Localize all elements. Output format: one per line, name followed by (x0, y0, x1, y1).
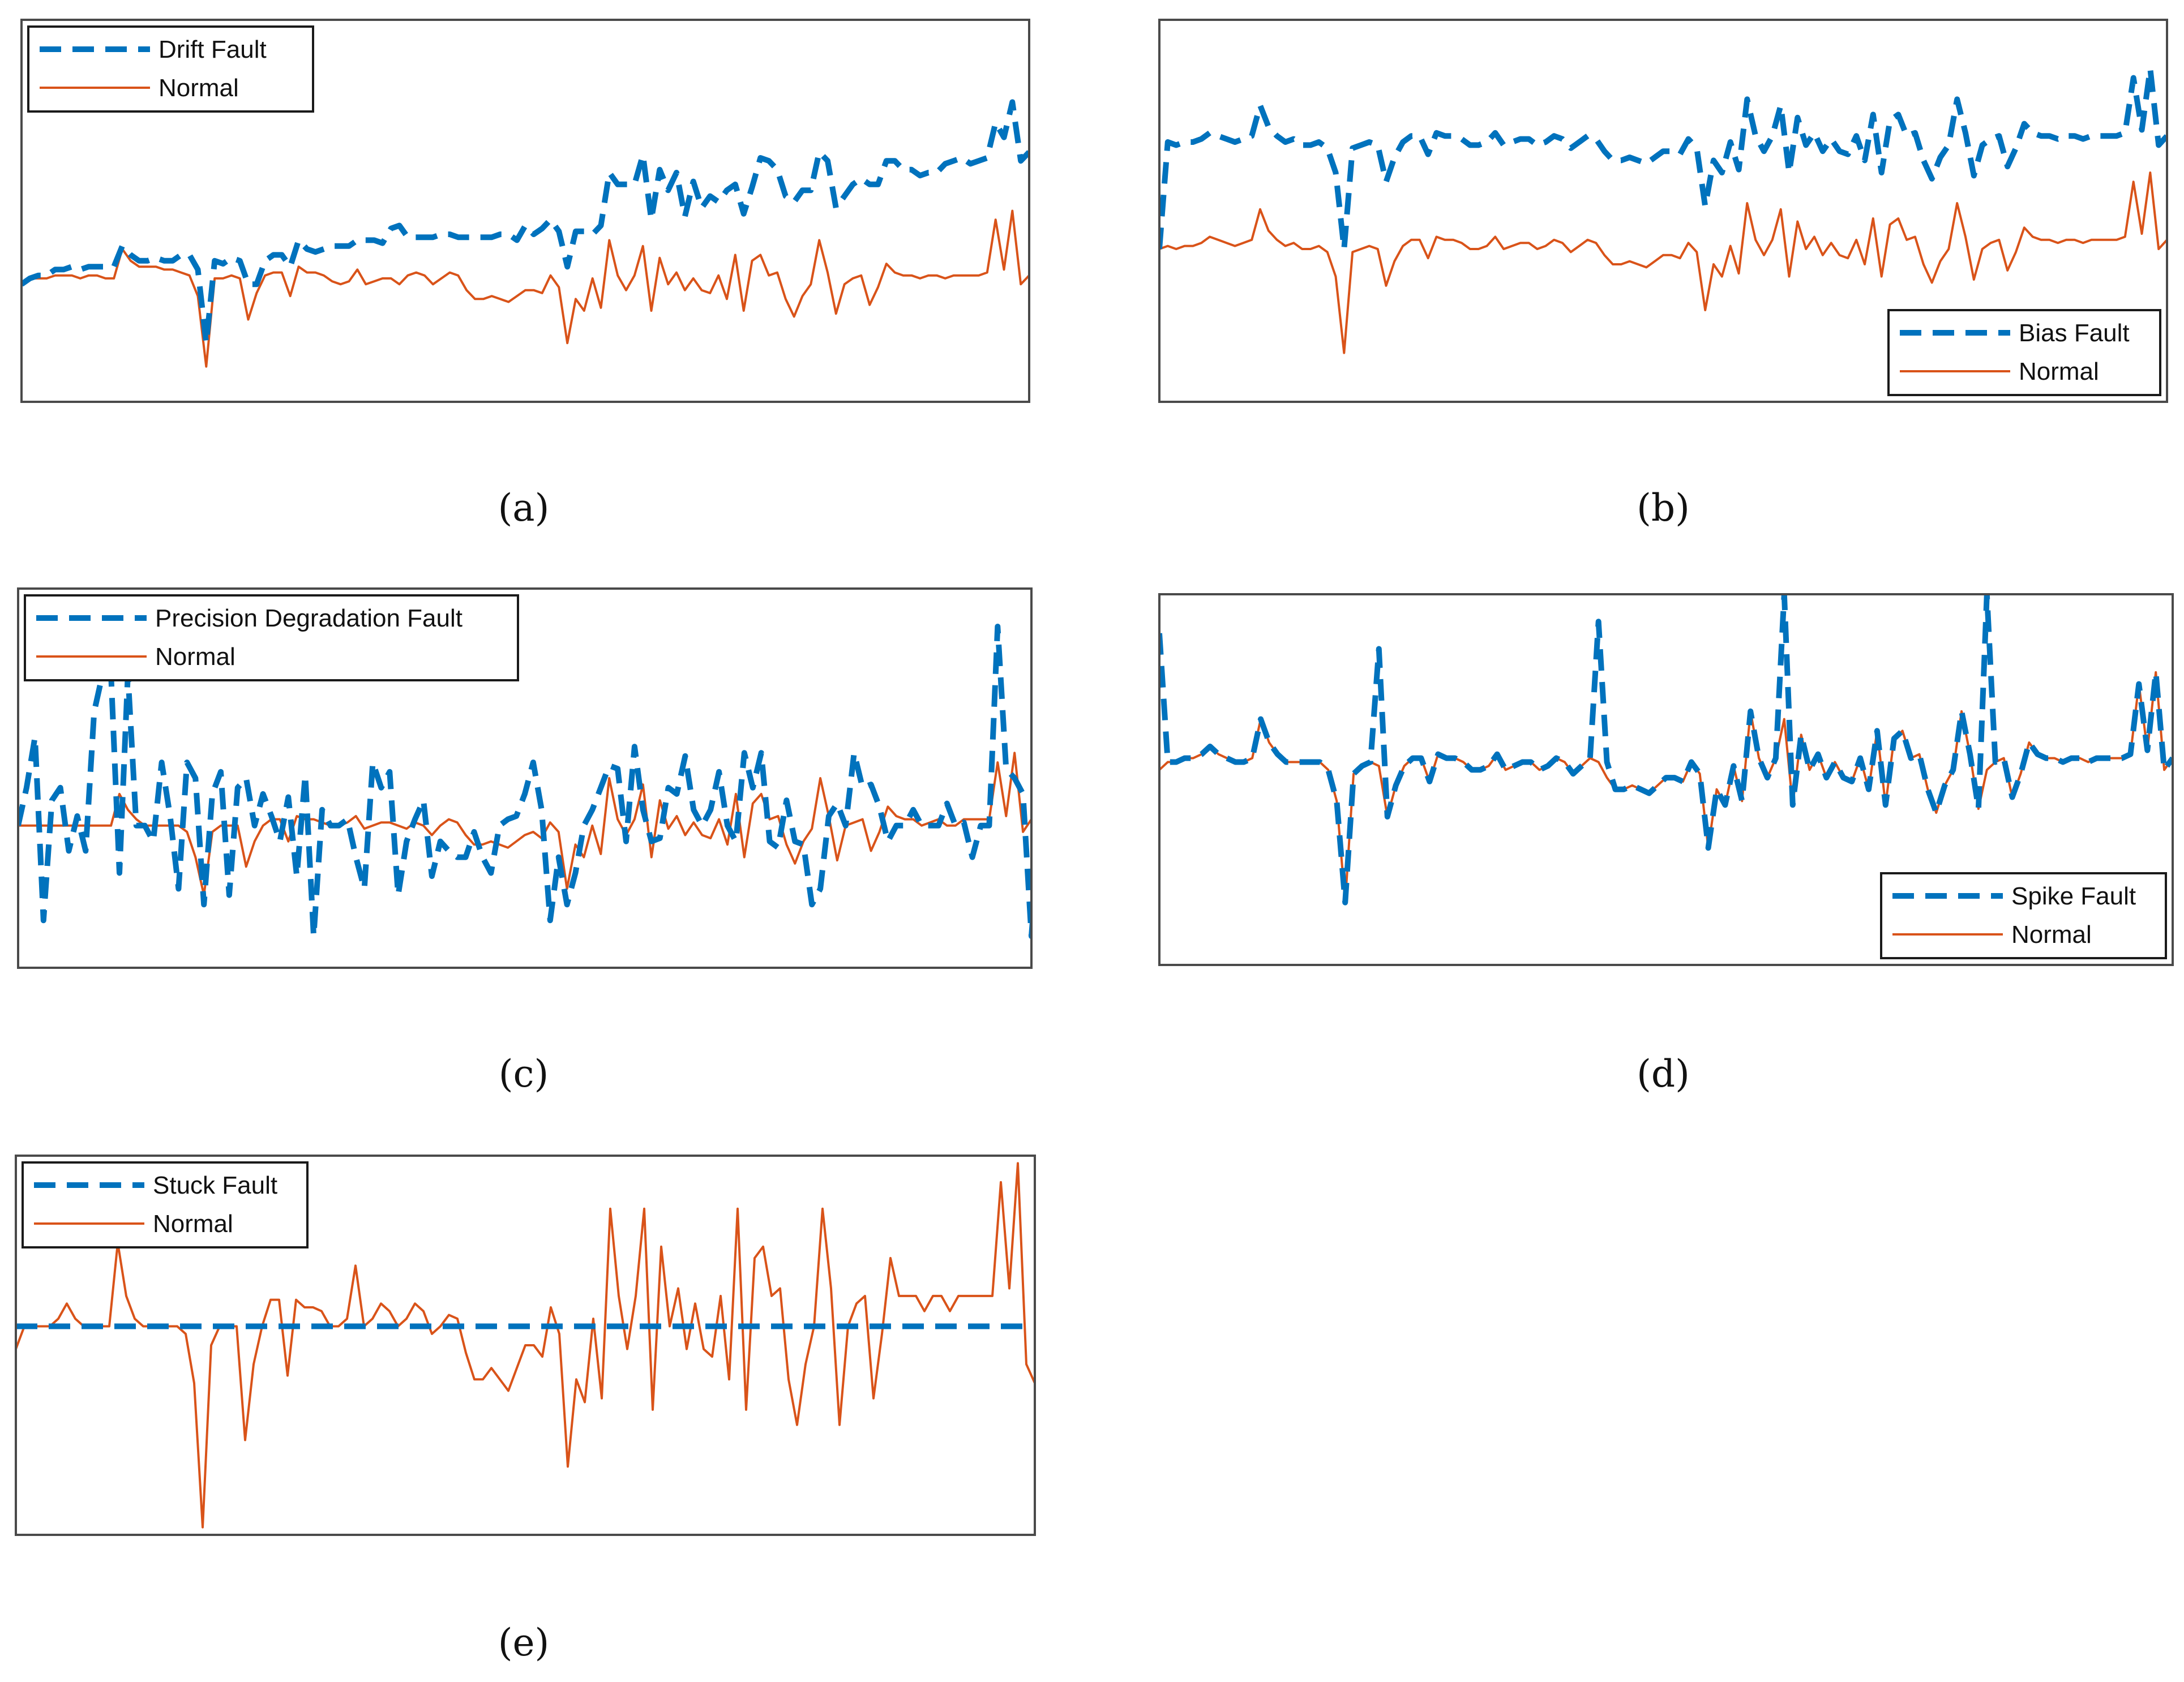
legend: Spike Fault Normal (1880, 872, 2167, 959)
subfigure-caption: (a) (498, 486, 550, 530)
legend-label: Drift Fault (159, 36, 267, 63)
legend-label: Normal (2011, 921, 2092, 949)
panel-a: Drift Fault Normal (a) (20, 19, 1030, 530)
normal-series-line (19, 752, 1030, 896)
plot-area (1160, 66, 2166, 354)
legend-label: Normal (2019, 358, 2099, 385)
subfigure-caption: (b) (1637, 486, 1690, 530)
legend-label: Precision Degradation Fault (155, 604, 463, 632)
subfigure-caption: (c) (499, 1052, 549, 1096)
legend-label: Bias Fault (2019, 319, 2130, 347)
plot-area (1160, 595, 2172, 906)
panel-b: Bias Fault Normal (b) (1158, 19, 2168, 530)
fault-series-line (19, 624, 1030, 939)
panel-d: Spike Fault Normal (d) (1158, 593, 2174, 1096)
normal-series-line (1160, 171, 2166, 354)
legend-box (1887, 309, 2161, 396)
legend-box (24, 594, 519, 681)
subfigure-caption: (e) (498, 1621, 550, 1664)
panel-e: Stuck Fault Normal (e) (15, 1155, 1036, 1664)
plot-area (23, 99, 1028, 368)
legend-box (27, 25, 314, 113)
plot-area (19, 624, 1030, 939)
legend-box (1880, 872, 2167, 959)
legend-label: Stuck Fault (153, 1172, 277, 1199)
legend-label: Normal (155, 643, 235, 671)
normal-series-line (23, 209, 1028, 368)
legend: Bias Fault Normal (1887, 309, 2161, 396)
legend-label: Normal (153, 1210, 233, 1238)
subfigure-caption: (d) (1637, 1052, 1690, 1096)
panel-c: Precision Degradation Fault Normal (c) (17, 587, 1033, 1096)
legend: Precision Degradation Fault Normal (24, 594, 519, 681)
legend: Drift Fault Normal (27, 25, 314, 113)
legend: Stuck Fault Normal (22, 1161, 309, 1248)
legend-box (22, 1161, 309, 1248)
legend-label: Spike Fault (2011, 882, 2136, 910)
legend-label: Normal (159, 74, 239, 102)
fault-series-line (1160, 595, 2172, 906)
panels-layer: Drift Fault Normal (a) Bias Fault Normal (b) P… (15, 19, 2174, 1664)
fault-series-line (1160, 66, 2166, 252)
plot-area (17, 1162, 1034, 1529)
normal-series-line (17, 1162, 1034, 1529)
